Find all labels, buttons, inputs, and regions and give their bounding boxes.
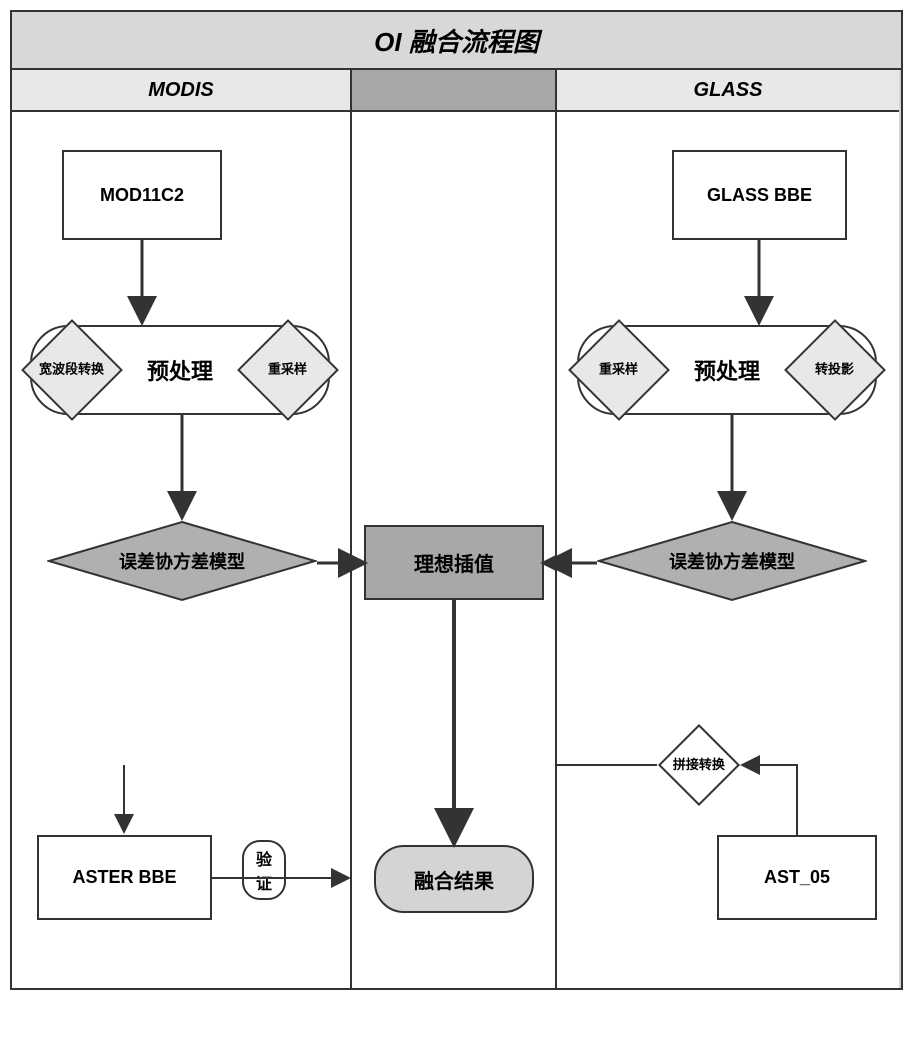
verify-label: 验证 [256, 852, 272, 893]
glass-bbe-label: GLASS BBE [707, 185, 812, 206]
diamond-wideband: 宽波段转换 [21, 319, 123, 421]
left-header: MODIS [12, 70, 350, 112]
preproc-right: 重采样 预处理 转投影 [577, 325, 877, 415]
diamond-reproject: 转投影 [784, 319, 886, 421]
left-header-text: MODIS [148, 79, 214, 102]
err-model-right-label: 误差协方差模型 [669, 548, 795, 574]
resample-right-label: 重采样 [599, 363, 638, 377]
err-model-left: 误差协方差模型 [47, 520, 317, 602]
diamond-splice: 拼接转换 [658, 724, 740, 806]
verify-pill: 验证 [242, 840, 286, 900]
splice-label: 拼接转换 [673, 758, 725, 772]
preproc-left: 宽波段转换 预处理 重采样 [30, 325, 330, 415]
node-glass-bbe: GLASS BBE [672, 150, 847, 240]
fusion-result: 融合结果 [374, 845, 534, 913]
fusion-result-label: 融合结果 [414, 865, 494, 894]
node-ast05: AST_05 [717, 835, 877, 920]
err-model-right: 误差协方差模型 [597, 520, 867, 602]
wideband-label: 宽波段转换 [39, 363, 104, 377]
diamond-resample-left: 重采样 [237, 319, 339, 421]
aster-bbe-label: ASTER BBE [72, 867, 176, 888]
reproject-label: 转投影 [815, 363, 854, 377]
columns: MODIS MOD11C2 宽波段转换 预处理 重采样 [12, 70, 901, 988]
ideal-interp: 理想插值 [364, 525, 544, 600]
diagram-frame: OI 融合流程图 MODIS MOD11C2 宽波段转换 预处理 重采样 [10, 10, 903, 990]
resample-left-label: 重采样 [268, 363, 307, 377]
title-bar: OI 融合流程图 [12, 12, 901, 70]
ideal-interp-label: 理想插值 [414, 548, 494, 577]
node-mod11c2: MOD11C2 [62, 150, 222, 240]
diamond-resample-right: 重采样 [568, 319, 670, 421]
title-text: OI 融合流程图 [374, 22, 539, 59]
mod11c2-label: MOD11C2 [100, 185, 184, 206]
err-model-left-label: 误差协方差模型 [119, 548, 245, 574]
splice-wrap: 拼接转换 [657, 723, 741, 807]
preproc-right-label: 预处理 [694, 354, 760, 386]
right-header: GLASS [557, 70, 899, 112]
preproc-right-inner: 重采样 预处理 转投影 [579, 327, 875, 413]
preproc-left-inner: 宽波段转换 预处理 重采样 [32, 327, 328, 413]
right-column: GLASS GLASS BBE 重采样 预处理 转投影 [557, 70, 899, 988]
mid-column: 理想插值 融合结果 [352, 70, 557, 988]
right-header-text: GLASS [694, 79, 763, 102]
ast05-label: AST_05 [764, 867, 830, 888]
preproc-left-label: 预处理 [147, 354, 213, 386]
node-aster-bbe: ASTER BBE [37, 835, 212, 920]
mid-header [352, 70, 555, 112]
left-column: MODIS MOD11C2 宽波段转换 预处理 重采样 [12, 70, 352, 988]
